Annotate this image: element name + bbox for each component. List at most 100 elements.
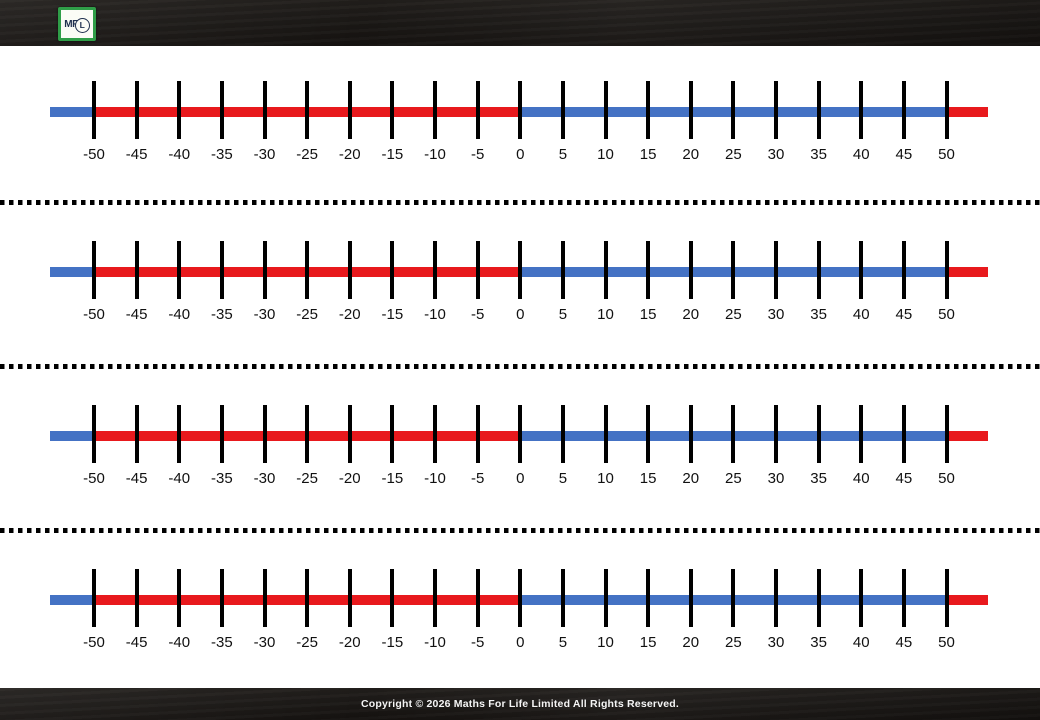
tick-mark (901, 405, 906, 463)
tick-label: -50 (83, 634, 105, 651)
tick-mark (177, 405, 182, 463)
tick-label: -10 (424, 634, 446, 651)
tick-mark (518, 81, 523, 139)
tick-mark (134, 81, 139, 139)
tick-mark (92, 405, 96, 463)
tick-label: -25 (296, 470, 318, 487)
tick-label: 35 (810, 306, 827, 323)
tick-label: 5 (558, 146, 568, 163)
cut-line (0, 200, 1040, 205)
tick-mark (177, 241, 182, 299)
tick-mark (901, 241, 906, 299)
tick-label: 15 (639, 306, 657, 323)
tick-mark (305, 569, 310, 627)
tick-mark (134, 241, 139, 299)
tick-label: 45 (895, 634, 913, 651)
tick-label: -25 (296, 146, 318, 163)
tick-mark (92, 569, 96, 627)
tick-mark (901, 81, 906, 139)
mfl-logo: MF L (58, 7, 96, 41)
tick-label: -10 (424, 146, 446, 163)
tick-label: -20 (338, 634, 361, 651)
tick-mark (475, 81, 480, 139)
tick-label: -50 (83, 306, 105, 323)
tick-label: 50 (938, 634, 955, 651)
tick-mark (560, 569, 565, 627)
segment-left-extension (50, 431, 94, 441)
tick-mark (688, 241, 693, 299)
tick-mark (219, 241, 224, 299)
tick-label: -50 (83, 146, 105, 163)
tick-mark (262, 81, 267, 139)
tick-mark (518, 241, 523, 299)
tick-mark (560, 405, 565, 463)
chalkboard-header: MF L (0, 0, 1040, 46)
tick-mark (134, 569, 139, 627)
tick-mark (646, 241, 651, 299)
tick-mark (688, 405, 693, 463)
tick-mark (603, 569, 608, 627)
tick-label: 30 (767, 470, 785, 487)
tick-label: 5 (558, 470, 568, 487)
tick-label: 40 (852, 470, 870, 487)
tick-label: 35 (810, 146, 827, 163)
tick-mark (262, 241, 267, 299)
tick-mark (219, 569, 224, 627)
tick-label: 15 (639, 146, 657, 163)
segment-left-extension (50, 107, 94, 117)
segment-right-extension (946, 431, 988, 441)
tick-mark (347, 405, 352, 463)
tick-mark (816, 569, 821, 627)
tick-mark (433, 569, 437, 627)
tick-label: -45 (125, 634, 148, 651)
segment-right-extension (946, 107, 988, 117)
number-line: -50 -45 -40 -35 -30 -25 -20 -15 -10 -5 0 5 10 15 20 25 3… (0, 540, 1040, 660)
tick-mark (944, 241, 949, 299)
tick-mark (92, 241, 96, 299)
tick-label: -25 (296, 634, 318, 651)
tick-mark (262, 569, 267, 627)
number-line: -50 -45 -40 -35 -30 -25 -20 -15 -10 -5 0 5 10 15 20 25 3… (0, 376, 1040, 496)
tick-mark (774, 241, 778, 299)
tick-label: -40 (168, 470, 191, 487)
tick-label: -10 (424, 306, 446, 323)
tick-label: 45 (895, 146, 913, 163)
tick-label: 5 (558, 634, 568, 651)
tick-mark (646, 405, 651, 463)
tick-mark (92, 81, 96, 139)
tick-label: 45 (895, 470, 913, 487)
tick-label: 25 (725, 634, 742, 651)
tick-mark (560, 241, 565, 299)
tick-mark (518, 569, 523, 627)
tick-label: 45 (895, 306, 913, 323)
tick-label: 20 (682, 470, 700, 487)
tick-label: -45 (125, 306, 148, 323)
tick-label: -15 (381, 146, 404, 163)
tick-mark (305, 81, 310, 139)
logo-clock-l-icon: L (74, 17, 90, 33)
tick-label: -45 (125, 470, 148, 487)
tick-label: -15 (381, 306, 404, 323)
tick-mark (859, 241, 864, 299)
tick-mark (646, 569, 651, 627)
tick-mark (390, 241, 395, 299)
tick-mark (603, 405, 608, 463)
tick-label: 50 (938, 306, 955, 323)
tick-label: 10 (597, 470, 614, 487)
tick-label: 35 (810, 634, 827, 651)
tick-label: -25 (296, 306, 318, 323)
tick-mark (944, 81, 949, 139)
tick-label: -10 (424, 470, 446, 487)
tick-mark (433, 241, 437, 299)
tick-mark (262, 405, 267, 463)
tick-mark (433, 405, 437, 463)
tick-label: -35 (211, 146, 233, 163)
tick-mark (305, 405, 310, 463)
tick-label: 10 (597, 306, 614, 323)
tick-label: 10 (597, 146, 614, 163)
number-line: -50 -45 -40 -35 -30 -25 -20 -15 -10 -5 0 5 10 15 20 25 3… (0, 52, 1040, 172)
tick-label: -30 (253, 634, 276, 651)
tick-label: 25 (725, 306, 742, 323)
tick-label: -5 (470, 306, 485, 323)
tick-mark (475, 405, 480, 463)
